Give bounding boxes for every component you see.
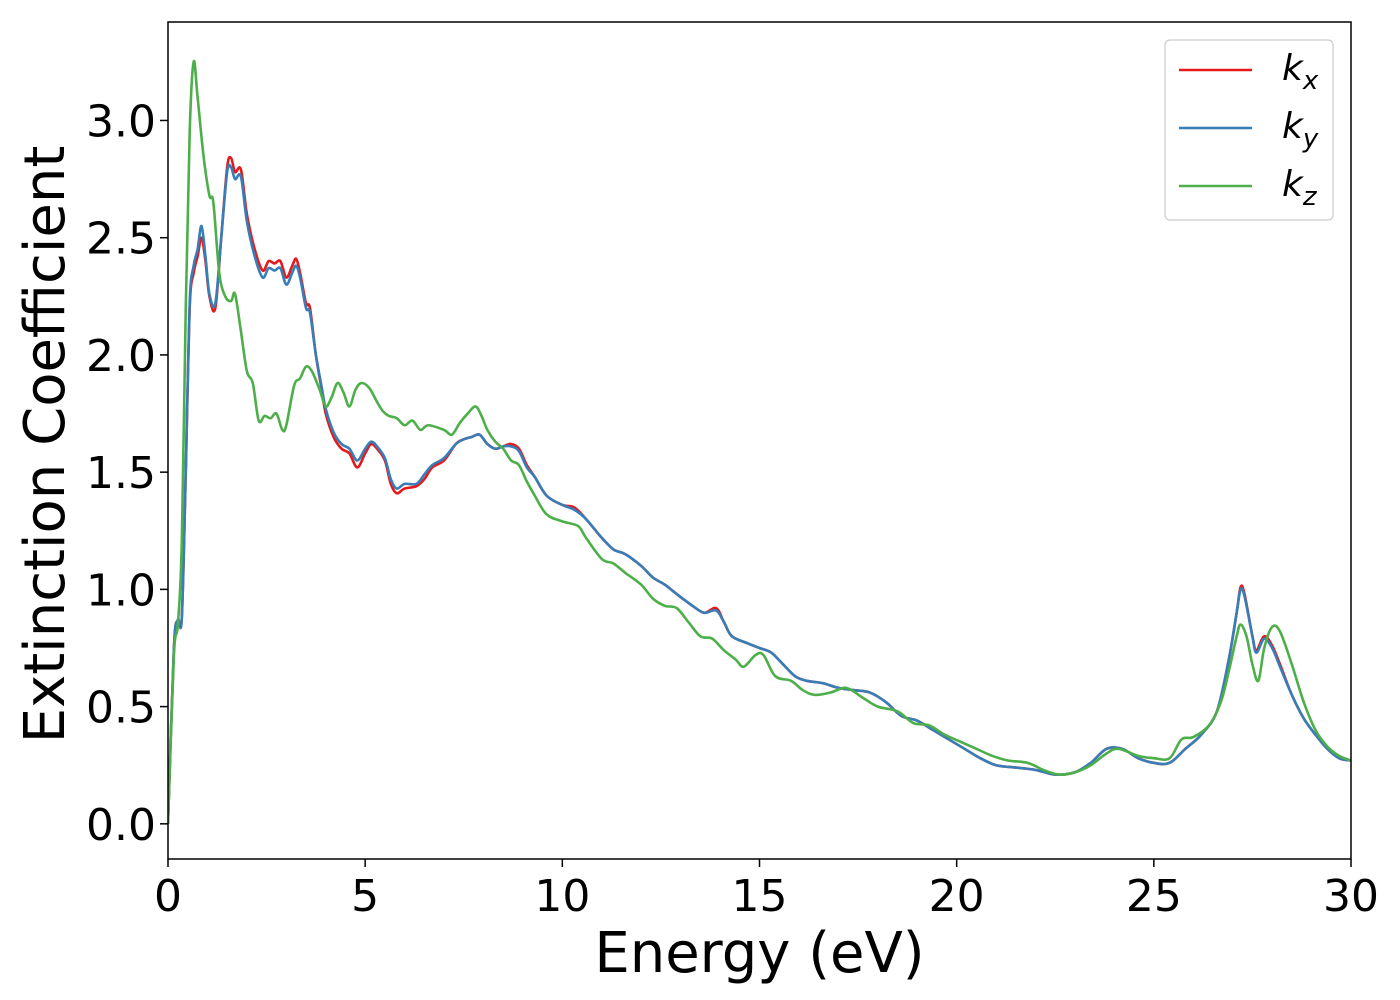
series-layer: [168, 59, 1351, 824]
y-axis-label: Extinction Coefficient: [13, 146, 78, 744]
y-tick-label: 1.0: [86, 565, 156, 616]
series-line-z: [168, 59, 1351, 824]
x-tick-label: 30: [1323, 871, 1379, 922]
y-tick-label: 2.5: [86, 214, 156, 265]
x-tick-label: 15: [732, 871, 788, 922]
series-line-y: [168, 163, 1351, 824]
legend: kx ky kz: [1164, 39, 1334, 221]
x-tick-label: 0: [154, 871, 182, 922]
x-axis-label: Energy (eV): [594, 921, 924, 986]
y-tick-label: 0.0: [86, 800, 156, 851]
x-tick-label: 10: [534, 871, 590, 922]
x-tick-label: 20: [929, 871, 985, 922]
legend-label-x: kx: [1282, 48, 1319, 96]
y-tick-label: 1.5: [86, 448, 156, 499]
y-tick-label: 2.0: [86, 331, 156, 382]
y-axis-ticks: 0.0 0.5 1.0 1.5 2.0 2.5 3.0: [86, 96, 168, 851]
series-line-x: [168, 155, 1351, 824]
x-tick-label: 25: [1126, 871, 1182, 922]
y-tick-label: 3.0: [86, 96, 156, 147]
x-tick-label: 5: [351, 871, 379, 922]
y-tick-label: 0.5: [86, 683, 156, 734]
legend-box: [1164, 39, 1334, 221]
x-axis-ticks: 0 5 10 15 20 25 30: [154, 859, 1379, 922]
legend-label-y: ky: [1282, 106, 1319, 154]
legend-label-z: kz: [1282, 164, 1318, 212]
